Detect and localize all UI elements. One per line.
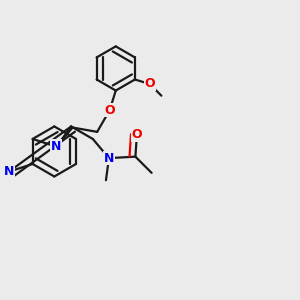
- Text: O: O: [104, 104, 115, 117]
- Text: O: O: [132, 128, 142, 141]
- Text: O: O: [144, 77, 155, 90]
- Text: N: N: [4, 165, 14, 178]
- Text: N: N: [51, 140, 62, 153]
- Text: N: N: [104, 152, 114, 165]
